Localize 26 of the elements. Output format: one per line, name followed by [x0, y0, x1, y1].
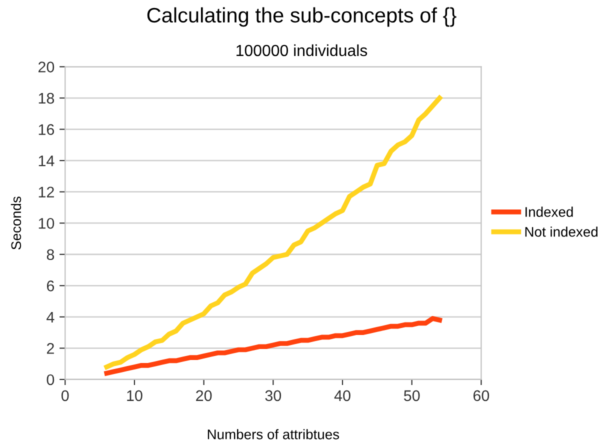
y-tick-label: 4 [46, 312, 54, 322]
y-tick-label: 8 [46, 249, 54, 260]
y-tick-label: 6 [46, 280, 54, 292]
legend-label: Indexed [526, 206, 573, 217]
y-axis-title: Seconds [10, 196, 22, 250]
y-tick-label: 0 [46, 374, 54, 386]
legend-label: Not indexed [525, 226, 598, 237]
chart-subtitle: 100000 individuals [236, 44, 368, 56]
y-tick-label: 2 [46, 343, 54, 354]
y-tick-label: 10 [38, 218, 54, 229]
y-tick-label: 12 [38, 186, 54, 198]
x-tick-label: 50 [404, 390, 420, 402]
y-tick-label: 14 [38, 156, 54, 166]
line-series [104, 316, 442, 376]
x-tick-label: 40 [334, 390, 350, 402]
x-tick-label: 0 [61, 390, 69, 402]
y-tick-label: 16 [38, 124, 54, 135]
x-tick-label: 30 [265, 390, 282, 402]
y-tick-label: 18 [38, 92, 54, 104]
x-tick-label: 20 [196, 390, 212, 402]
x-axis-title: Numbers of attribtues [208, 429, 340, 440]
x-tick-label: 10 [127, 390, 142, 402]
chart-title: Calculating the sub-concepts of {} [147, 7, 456, 27]
y-tick-label: 20 [38, 62, 54, 72]
line-series [104, 96, 442, 370]
x-tick-label: 60 [473, 390, 490, 402]
